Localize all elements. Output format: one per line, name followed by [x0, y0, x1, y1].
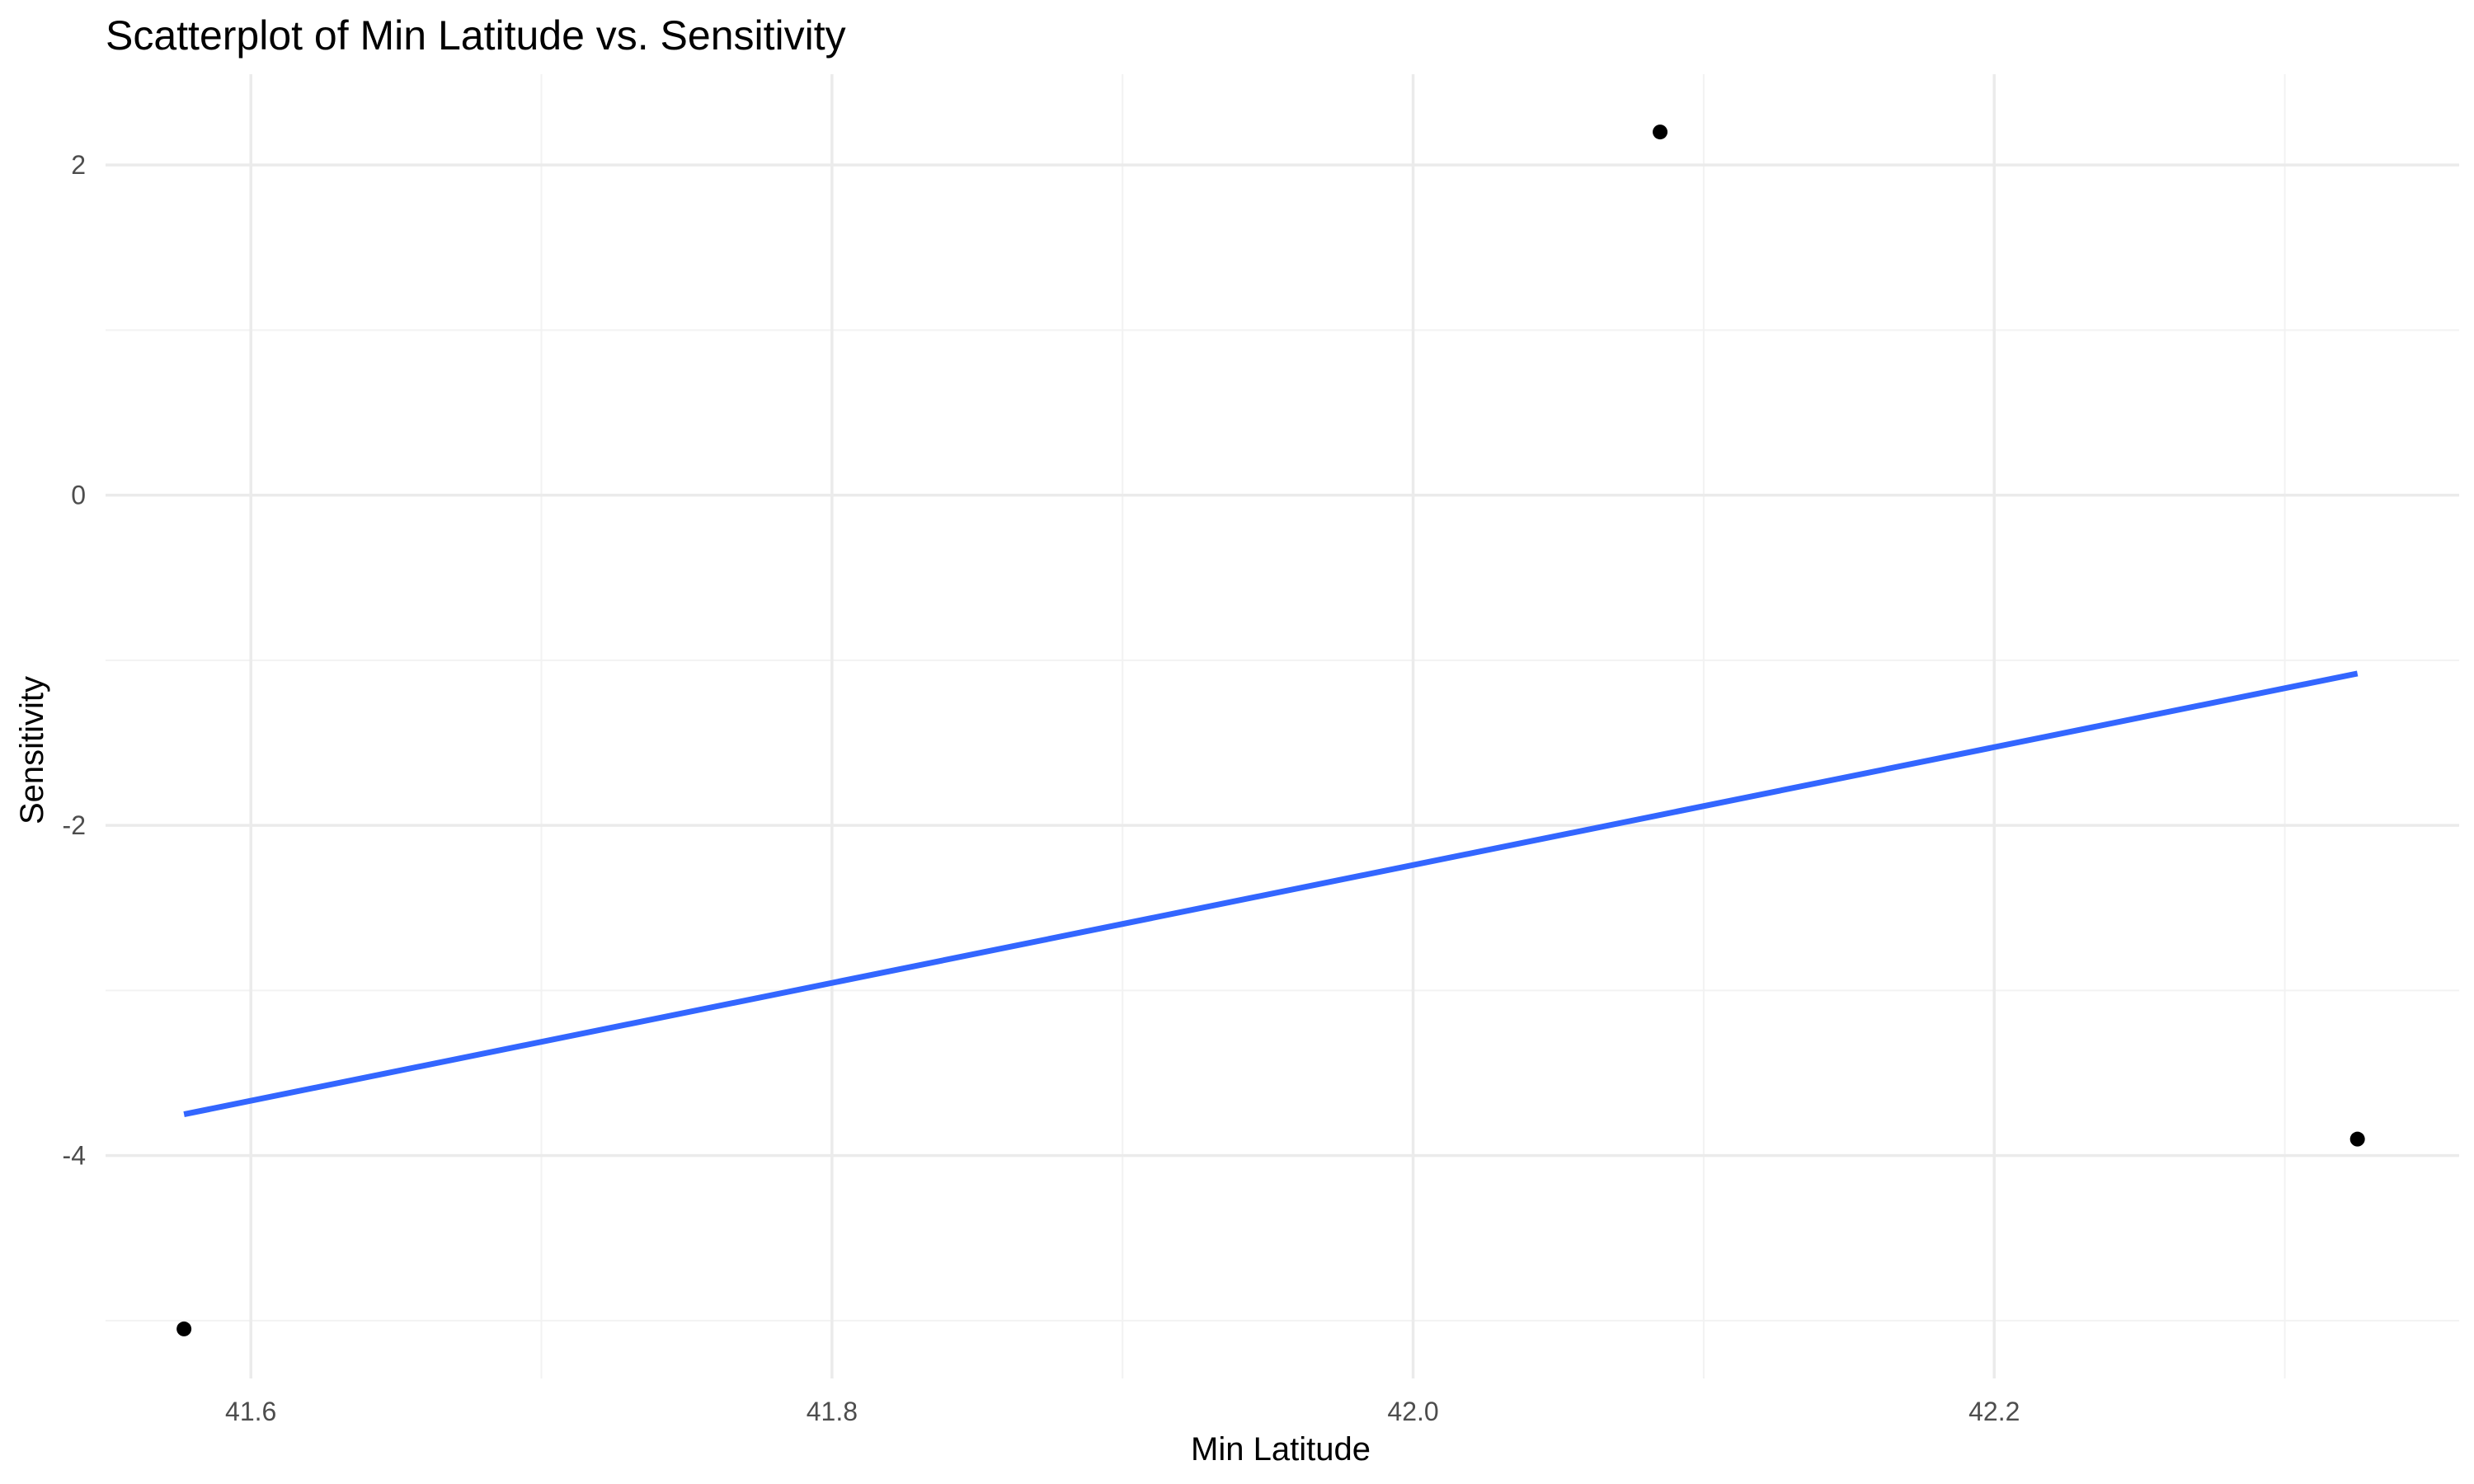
y-tick-label: -2 — [63, 810, 86, 840]
trend-line-layer — [183, 670, 2359, 1118]
y-axis-ticks: 2 0 -2 -4 — [63, 150, 86, 1171]
y-tick-label: 0 — [71, 481, 86, 510]
y-axis-title: Sensitivity — [14, 676, 50, 824]
data-point — [176, 1321, 192, 1336]
data-point — [1653, 124, 1668, 140]
trend-line — [183, 670, 2359, 1118]
grid — [106, 74, 2459, 1378]
x-tick-label: 41.6 — [225, 1397, 276, 1426]
x-tick-label: 41.8 — [807, 1397, 858, 1426]
x-tick-label: 42.2 — [1968, 1397, 2020, 1426]
data-point — [2349, 1131, 2365, 1147]
x-axis-title: Min Latitude — [1191, 1431, 1371, 1468]
y-tick-label: -4 — [63, 1141, 86, 1171]
x-axis-ticks: 41.6 41.8 42.0 42.2 — [225, 1397, 2020, 1426]
y-tick-label: 2 — [71, 150, 86, 180]
points-layer — [176, 124, 2365, 1336]
x-tick-label: 42.0 — [1387, 1397, 1438, 1426]
chart-title: Scatterplot of Min Latitude vs. Sensitiv… — [106, 12, 846, 59]
